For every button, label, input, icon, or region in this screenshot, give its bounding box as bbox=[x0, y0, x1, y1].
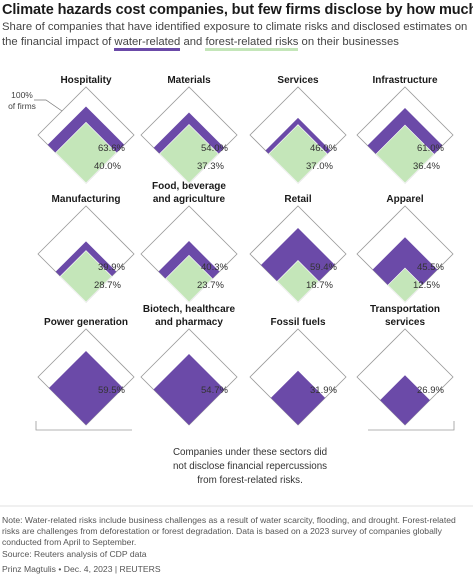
footer-credit: Prinz Magtulis • Dec. 4, 2023 | REUTERS bbox=[2, 564, 161, 574]
reference-leader-line bbox=[34, 99, 63, 112]
reference-label: 100% bbox=[11, 90, 33, 100]
category-label: Materials bbox=[167, 75, 211, 86]
category-label: Hospitality bbox=[60, 75, 112, 86]
forest-diamond bbox=[59, 250, 113, 303]
category-label: services bbox=[385, 317, 425, 328]
forest-value-label: 12.5% bbox=[413, 280, 440, 291]
reference-label: of firms bbox=[8, 101, 36, 111]
bracket-note: from forest-related risks. bbox=[197, 475, 303, 486]
water-diamond bbox=[153, 353, 225, 425]
subtitle-text-mid: and bbox=[180, 36, 206, 48]
water-value-label: 31.9% bbox=[310, 385, 337, 396]
forest-legend-label: forest-related risks bbox=[205, 36, 299, 51]
category-label: Manufacturing bbox=[52, 194, 121, 205]
forest-diamond bbox=[55, 121, 117, 184]
forest-diamond bbox=[268, 124, 328, 184]
chart-subtitle: Share of companies that have identified … bbox=[2, 20, 472, 51]
water-value-label: 40.3% bbox=[201, 262, 228, 273]
category-label: Infrastructure bbox=[372, 75, 437, 86]
category-label: Apparel bbox=[386, 194, 423, 205]
water-value-label: 45.5% bbox=[417, 262, 444, 273]
forest-diamond bbox=[276, 260, 320, 303]
water-legend-label: water-related bbox=[114, 36, 181, 51]
reference-diamond bbox=[356, 328, 454, 426]
water-value-label: 61.0% bbox=[417, 143, 444, 154]
forest-value-label: 23.7% bbox=[197, 280, 224, 291]
water-value-label: 59.5% bbox=[98, 385, 125, 396]
forest-diamond bbox=[165, 254, 213, 303]
forest-value-label: 28.7% bbox=[94, 280, 121, 291]
water-value-label: 39.9% bbox=[98, 262, 125, 273]
forest-value-label: 36.4% bbox=[413, 161, 440, 172]
bracket-right bbox=[368, 421, 455, 431]
reference-diamond bbox=[249, 86, 347, 184]
category-label: Power generation bbox=[44, 317, 128, 328]
forest-value-label: 18.7% bbox=[306, 280, 333, 291]
category-label: and pharmacy bbox=[155, 317, 223, 328]
water-diamond bbox=[48, 350, 124, 425]
category-label: Services bbox=[277, 75, 319, 86]
category-label: Food, beverage bbox=[152, 181, 226, 192]
reference-diamond bbox=[140, 328, 238, 426]
water-value-label: 59.4% bbox=[310, 262, 337, 273]
forest-value-label: 37.0% bbox=[306, 161, 333, 172]
footer-note: Note: Water-related risks include busine… bbox=[2, 515, 456, 547]
forest-value-label: 37.3% bbox=[197, 161, 224, 172]
chart-title: Climate hazards cost companies, but few … bbox=[2, 2, 473, 18]
forest-value-label: 40.0% bbox=[94, 161, 121, 172]
category-label: Fossil fuels bbox=[270, 317, 325, 328]
bracket-note: not disclose financial repercussions bbox=[173, 461, 327, 472]
reference-diamond bbox=[249, 328, 347, 426]
forest-diamond bbox=[387, 267, 423, 303]
water-value-label: 54.0% bbox=[201, 143, 228, 154]
subtitle-text-start: Share of companies that have identified … bbox=[2, 21, 468, 48]
bracket-left bbox=[35, 421, 132, 431]
forest-diamond bbox=[159, 123, 219, 184]
category-label: Transportation bbox=[370, 304, 440, 315]
reference-diamond bbox=[37, 205, 135, 303]
reference-diamond bbox=[140, 205, 238, 303]
water-value-label: 26.9% bbox=[417, 385, 444, 396]
water-diamond bbox=[380, 375, 430, 425]
category-label: Biotech, healthcare bbox=[143, 304, 236, 315]
footer-source: Source: Reuters analysis of CDP data bbox=[2, 549, 147, 559]
water-value-label: 46.0% bbox=[310, 143, 337, 154]
water-value-label: 63.6% bbox=[98, 143, 125, 154]
water-value-label: 54.7% bbox=[201, 385, 228, 396]
category-label: Retail bbox=[284, 194, 311, 205]
subtitle-text-end: on their businesses bbox=[298, 36, 399, 48]
water-diamond bbox=[270, 370, 326, 425]
forest-diamond bbox=[375, 124, 435, 184]
category-label: and agriculture bbox=[153, 194, 226, 205]
bracket-note: Companies under these sectors did bbox=[173, 447, 327, 458]
